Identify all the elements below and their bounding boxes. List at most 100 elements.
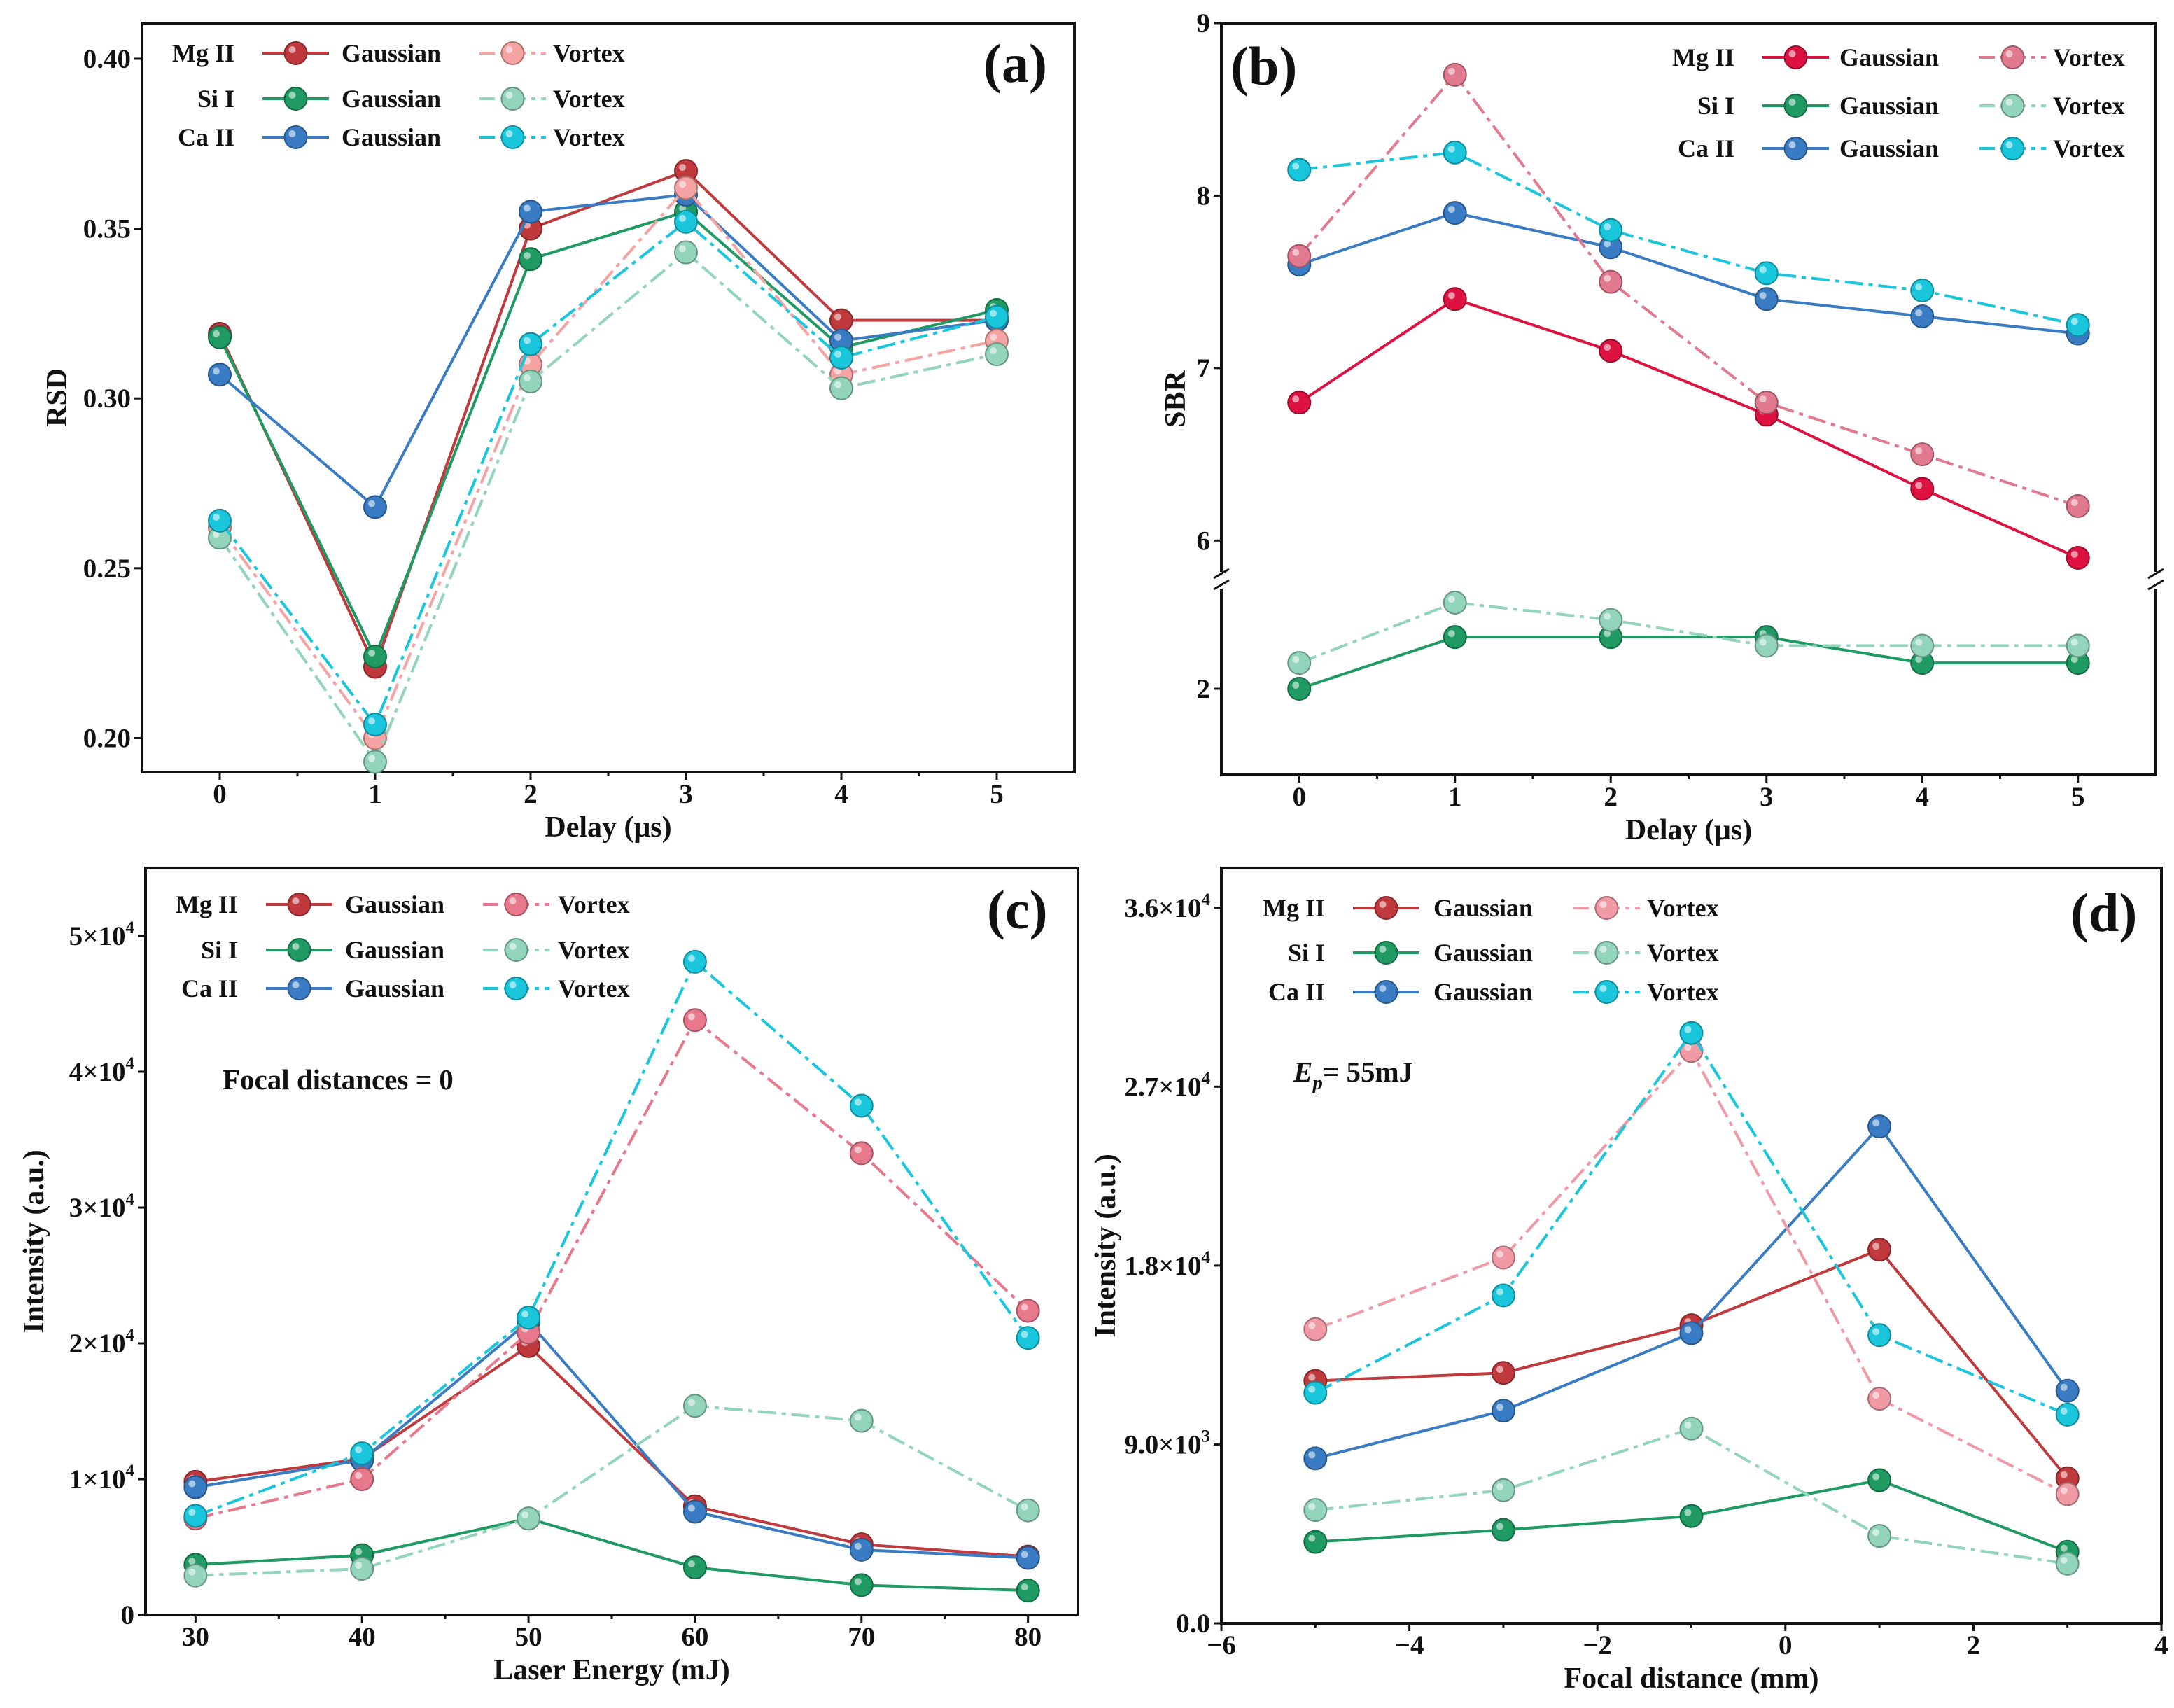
legend-label-vortex: Vortex bbox=[553, 39, 625, 67]
marker-highlight bbox=[687, 1013, 695, 1021]
marker-ball bbox=[1783, 46, 1808, 69]
series-mg-ii-gaussian bbox=[183, 1334, 1040, 1569]
marker-highlight bbox=[1021, 1583, 1028, 1591]
data-point bbox=[1867, 1387, 1892, 1411]
x-tick-label: 2 bbox=[524, 779, 538, 809]
data-point bbox=[1443, 62, 1467, 87]
series-ca-ii-gaussian bbox=[183, 1309, 1040, 1570]
marker-ball bbox=[1679, 1416, 1704, 1441]
y-tick-label: 3×104 bbox=[69, 1190, 135, 1223]
marker-highlight bbox=[1915, 656, 1923, 664]
legend-label-vortex: Vortex bbox=[558, 936, 630, 964]
marker-highlight bbox=[1447, 595, 1455, 603]
legend-label-vortex: Vortex bbox=[2053, 92, 2125, 120]
axis-break-mark bbox=[2147, 568, 2164, 580]
marker-ball bbox=[829, 308, 853, 332]
legend-background bbox=[1251, 881, 1734, 1018]
marker-highlight bbox=[213, 330, 220, 337]
data-point bbox=[1599, 625, 1623, 650]
marker-highlight bbox=[1496, 1288, 1503, 1296]
y-tick-label: 6 bbox=[1197, 526, 1211, 556]
legend: Mg II Gaussian Vortex Si I Gaussian Vortex Ca … bbox=[161, 878, 644, 1016]
marker-ball bbox=[1867, 1238, 1892, 1262]
marker-highlight bbox=[1604, 240, 1611, 248]
legend-marker-vortex bbox=[2000, 46, 2025, 69]
marker-highlight bbox=[292, 943, 300, 950]
series-line bbox=[1315, 1247, 2069, 1479]
panel-c: 30 40 50 60 70 80 0 1×104 2×104 3×104 4×104 5×104 La… bbox=[18, 867, 1079, 1686]
series-line bbox=[1298, 298, 2079, 559]
tick-label-exponent: 4 bbox=[1202, 1248, 1211, 1267]
data-point bbox=[1599, 270, 1623, 294]
marker-highlight bbox=[854, 1413, 862, 1421]
legend-element-label: Si I bbox=[1697, 92, 1734, 120]
data-point bbox=[363, 713, 387, 737]
y-tick-label: 8 bbox=[1197, 181, 1211, 211]
marker-highlight bbox=[2070, 638, 2078, 646]
series-line bbox=[1298, 636, 2078, 690]
marker-highlight bbox=[990, 333, 997, 341]
marker-highlight bbox=[854, 1578, 862, 1586]
data-point bbox=[1754, 634, 1779, 658]
marker-highlight bbox=[1604, 223, 1611, 230]
marker-highlight bbox=[679, 181, 686, 188]
data-point bbox=[1867, 1323, 1892, 1348]
legend-element-label: Ca II bbox=[1678, 134, 1734, 162]
marker-ball bbox=[1287, 244, 1312, 268]
data-point bbox=[363, 750, 387, 774]
data-point bbox=[1491, 1399, 1515, 1423]
marker-highlight bbox=[1915, 309, 1923, 316]
marker-highlight bbox=[990, 347, 997, 355]
marker-highlight bbox=[1915, 638, 1923, 646]
legend-marker-vortex bbox=[504, 976, 528, 1000]
marker-ball bbox=[1783, 94, 1808, 118]
marker-highlight bbox=[1684, 1044, 1692, 1051]
y-tick-label: 1.8×104 bbox=[1125, 1248, 1211, 1281]
legend-label-gaussian: Gaussian bbox=[1433, 939, 1533, 967]
marker-highlight bbox=[1308, 1451, 1316, 1459]
y-axis-title: Intensity (a.u.) bbox=[18, 1149, 50, 1334]
marker-ball bbox=[1867, 1468, 1892, 1492]
legend-marker-gaussian bbox=[283, 41, 308, 65]
marker-highlight bbox=[1604, 630, 1611, 638]
marker-highlight bbox=[1684, 1421, 1692, 1429]
legend-marker-gaussian bbox=[1783, 46, 1808, 69]
marker-ball bbox=[1910, 304, 1935, 328]
marker-ball bbox=[849, 1573, 874, 1597]
marker-ball bbox=[519, 200, 542, 224]
series-line bbox=[218, 192, 997, 510]
marker-ball bbox=[363, 750, 387, 774]
marker-highlight bbox=[679, 164, 686, 172]
data-point bbox=[1599, 218, 1623, 242]
x-tick-label: 0 bbox=[1293, 782, 1307, 812]
y-axis-title: SBR bbox=[1160, 370, 1192, 427]
marker-ball bbox=[1287, 391, 1312, 415]
marker-highlight bbox=[521, 1310, 529, 1318]
marker-highlight bbox=[505, 92, 513, 99]
data-point bbox=[2066, 634, 2090, 658]
data-point bbox=[208, 508, 232, 533]
data-point bbox=[1491, 1478, 1515, 1502]
data-point bbox=[1016, 1578, 1040, 1603]
marker-highlight bbox=[1292, 681, 1300, 689]
data-point bbox=[1491, 1361, 1515, 1385]
data-point bbox=[1303, 1380, 1328, 1405]
legend-label-gaussian: Gaussian bbox=[1839, 134, 1939, 162]
data-point bbox=[1491, 1518, 1515, 1542]
marker-ball bbox=[519, 369, 542, 393]
marker-highlight bbox=[1379, 901, 1387, 908]
marker-ball bbox=[208, 325, 232, 349]
legend-marker-gaussian bbox=[1374, 896, 1398, 920]
series-mg-ii-vortex bbox=[1303, 1039, 2080, 1506]
series-line bbox=[218, 220, 997, 728]
legend-element-label: Ca II bbox=[178, 123, 234, 151]
data-point bbox=[350, 1467, 374, 1491]
marker-ball bbox=[350, 1467, 374, 1491]
marker-highlight bbox=[1308, 1373, 1316, 1381]
y-tick-label: 2.7×104 bbox=[1125, 1069, 1211, 1102]
data-point bbox=[2066, 545, 2090, 570]
series-mg-ii-gaussian bbox=[1303, 1238, 2080, 1490]
legend-marker-vortex bbox=[500, 41, 525, 65]
series-line bbox=[1299, 150, 2079, 327]
legend-element-label: Si I bbox=[197, 85, 234, 113]
